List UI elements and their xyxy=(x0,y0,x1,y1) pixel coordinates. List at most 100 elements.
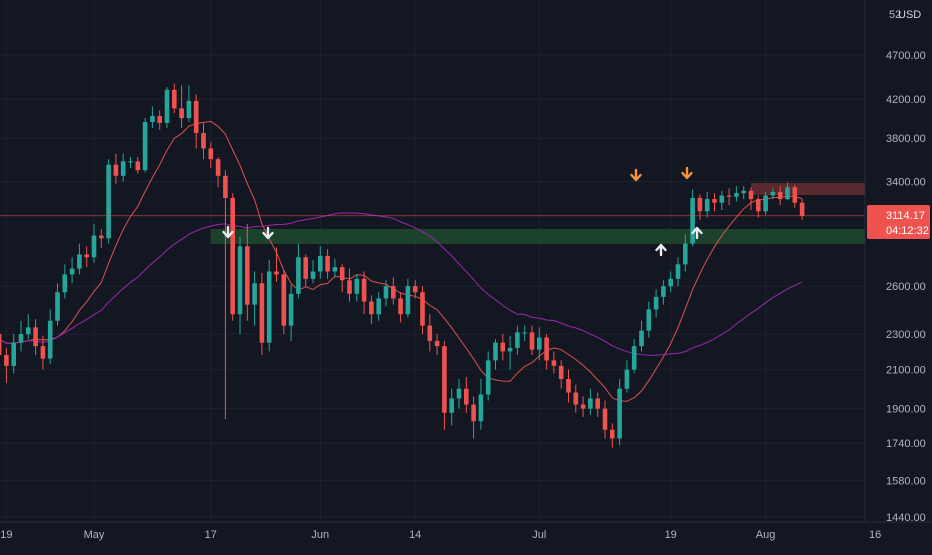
candle-body xyxy=(266,271,272,343)
candle-body xyxy=(493,342,498,361)
support-zone xyxy=(210,229,932,244)
candle-body xyxy=(595,398,600,409)
candle-body xyxy=(288,293,294,326)
price-axis[interactable]: 52 USD 4700.00 4200.00 3800.00 3400.00 2600.… xyxy=(864,0,932,524)
price-axis-top-partial-label: 52 xyxy=(889,9,901,21)
candle-body xyxy=(201,132,206,149)
candle-body xyxy=(106,164,111,239)
candle-body xyxy=(69,268,75,275)
candle-body xyxy=(259,283,265,343)
candle-body xyxy=(11,342,16,366)
candle-body xyxy=(193,100,199,133)
candle-body xyxy=(653,296,659,310)
price-tick-label: 4200.00 xyxy=(886,94,926,106)
moving-averages xyxy=(0,120,803,402)
candle-body xyxy=(588,398,593,409)
candle-body xyxy=(99,235,104,239)
candle-body xyxy=(763,195,768,212)
candle-body xyxy=(712,199,717,203)
candle-body xyxy=(566,378,571,393)
candles xyxy=(0,83,805,448)
candle-body xyxy=(172,89,177,109)
time-tick-labels: 19May17Jun14Jul19Aug16Sep13 xyxy=(0,529,881,541)
candle-body xyxy=(40,346,46,359)
candle-body xyxy=(471,404,476,422)
candle-body xyxy=(296,257,301,294)
candle-body xyxy=(602,408,608,430)
candle-body xyxy=(62,274,68,293)
white-arrow-down-icon xyxy=(222,225,234,239)
candle-body xyxy=(537,337,542,350)
candle-body xyxy=(580,404,586,409)
time-tick-label: Jul xyxy=(532,529,546,541)
candle-body xyxy=(704,199,710,212)
current-price-value: 3114.17 xyxy=(886,210,925,222)
candle-body xyxy=(113,164,119,176)
candle-body xyxy=(507,347,513,352)
candle-body xyxy=(412,286,418,293)
candle-body xyxy=(500,342,506,352)
time-tick-label: 19 xyxy=(0,529,12,541)
orange-arrow-down-icon xyxy=(681,166,693,180)
current-price-label: 3114.17 04:12:32 xyxy=(867,205,930,239)
candle-body xyxy=(325,255,330,272)
candle-body xyxy=(748,190,754,200)
candle-body xyxy=(318,255,323,272)
candle-body xyxy=(391,286,396,299)
time-tick-label: 17 xyxy=(205,529,217,541)
candle-body xyxy=(690,197,695,244)
candle-body xyxy=(756,199,761,212)
candle-body xyxy=(668,278,673,287)
price-tick-label: 1900.00 xyxy=(886,404,926,416)
candle-body xyxy=(91,235,97,258)
current-price-label-bg xyxy=(867,205,930,239)
white-arrow-up-icon xyxy=(691,226,703,240)
white-arrow-down-icon xyxy=(262,226,274,240)
candle-body xyxy=(420,292,425,326)
candle-body xyxy=(84,254,89,258)
time-axis[interactable]: 19May17Jun14Jul19Aug16Sep13 xyxy=(0,521,932,541)
candle-body xyxy=(339,267,345,281)
candle-body xyxy=(683,243,688,265)
candle-body xyxy=(281,274,287,326)
price-tick-label: 1440.00 xyxy=(886,512,926,524)
price-tick-label: 2300.00 xyxy=(886,329,926,341)
time-tick-label: Jun xyxy=(311,529,329,541)
candle-body xyxy=(617,388,622,439)
price-tick-label: 2100.00 xyxy=(886,365,926,377)
candle-body xyxy=(230,197,235,315)
price-tick-label: 1740.00 xyxy=(886,438,926,450)
candle-body xyxy=(142,121,148,171)
price-tick-labels: 4700.00 4200.00 3800.00 3400.00 2600.00 2300.… xyxy=(886,50,926,524)
candle-body xyxy=(77,254,82,269)
time-tick-label: 19 xyxy=(665,529,677,541)
candle-body xyxy=(434,340,440,347)
candle-body xyxy=(624,369,630,389)
white-arrow-up-icon xyxy=(655,243,667,257)
candle-body xyxy=(639,330,644,347)
candle-body xyxy=(120,161,126,176)
candle-body xyxy=(361,278,367,302)
candle-body xyxy=(741,190,746,194)
candle-body xyxy=(551,360,557,366)
candle-body xyxy=(18,334,24,343)
currency-label[interactable]: USD xyxy=(898,9,921,21)
candle-body xyxy=(770,191,776,196)
candle-body xyxy=(631,346,637,370)
candle-body xyxy=(310,271,316,279)
candle-body xyxy=(383,286,389,299)
price-tick-label: 1580.00 xyxy=(886,476,926,488)
time-tick-label: Aug xyxy=(756,529,776,541)
candle-body xyxy=(369,301,374,315)
candle-body xyxy=(245,246,250,305)
candle-body xyxy=(26,327,31,335)
candle-body xyxy=(398,298,403,315)
candle-body xyxy=(4,354,9,366)
candle-body xyxy=(573,392,579,405)
candle-body xyxy=(515,332,520,348)
candle-body xyxy=(47,320,53,359)
candle-body xyxy=(376,298,381,315)
